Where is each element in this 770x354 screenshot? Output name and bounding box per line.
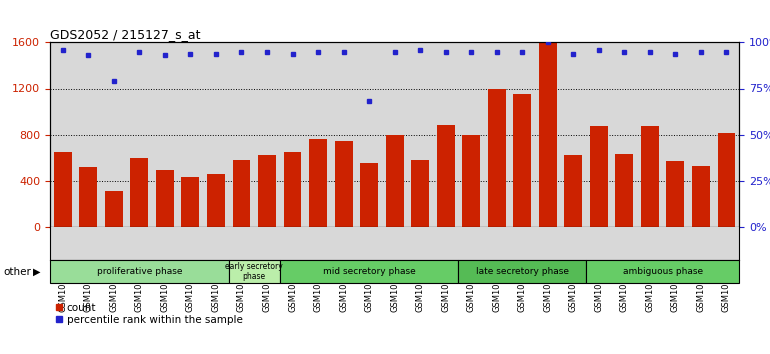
Bar: [411, 160, 429, 227]
Bar: [437, 125, 454, 227]
Legend: count, percentile rank within the sample: count, percentile rank within the sample: [55, 303, 243, 325]
Text: GDS2052 / 215127_s_at: GDS2052 / 215127_s_at: [50, 28, 200, 41]
Bar: [207, 174, 225, 227]
Bar: [590, 126, 608, 227]
Bar: [105, 191, 122, 227]
Bar: [487, 88, 506, 227]
Bar: [641, 126, 659, 227]
Bar: [514, 94, 531, 227]
Bar: [667, 161, 685, 227]
Bar: [462, 135, 480, 227]
Text: early secretory
phase: early secretory phase: [226, 262, 283, 281]
Bar: [130, 158, 149, 227]
Text: late secretory phase: late secretory phase: [476, 267, 569, 276]
FancyBboxPatch shape: [586, 260, 739, 283]
Bar: [539, 42, 557, 227]
Bar: [283, 152, 302, 227]
Bar: [182, 177, 199, 227]
FancyBboxPatch shape: [229, 260, 280, 283]
FancyBboxPatch shape: [50, 260, 229, 283]
Bar: [718, 133, 735, 227]
Bar: [335, 141, 353, 227]
Bar: [79, 167, 97, 227]
Bar: [309, 139, 327, 227]
FancyBboxPatch shape: [280, 260, 458, 283]
Text: mid secretory phase: mid secretory phase: [323, 267, 416, 276]
Bar: [386, 135, 403, 227]
Bar: [564, 155, 582, 227]
Bar: [360, 163, 378, 227]
Bar: [692, 166, 710, 227]
Text: ▶: ▶: [33, 267, 41, 276]
Text: other: other: [4, 267, 32, 276]
Bar: [233, 160, 250, 227]
FancyBboxPatch shape: [458, 260, 586, 283]
Text: proliferative phase: proliferative phase: [96, 267, 182, 276]
Text: ambiguous phase: ambiguous phase: [623, 267, 703, 276]
Bar: [54, 152, 72, 227]
Bar: [156, 170, 174, 227]
Bar: [615, 154, 633, 227]
Bar: [258, 155, 276, 227]
